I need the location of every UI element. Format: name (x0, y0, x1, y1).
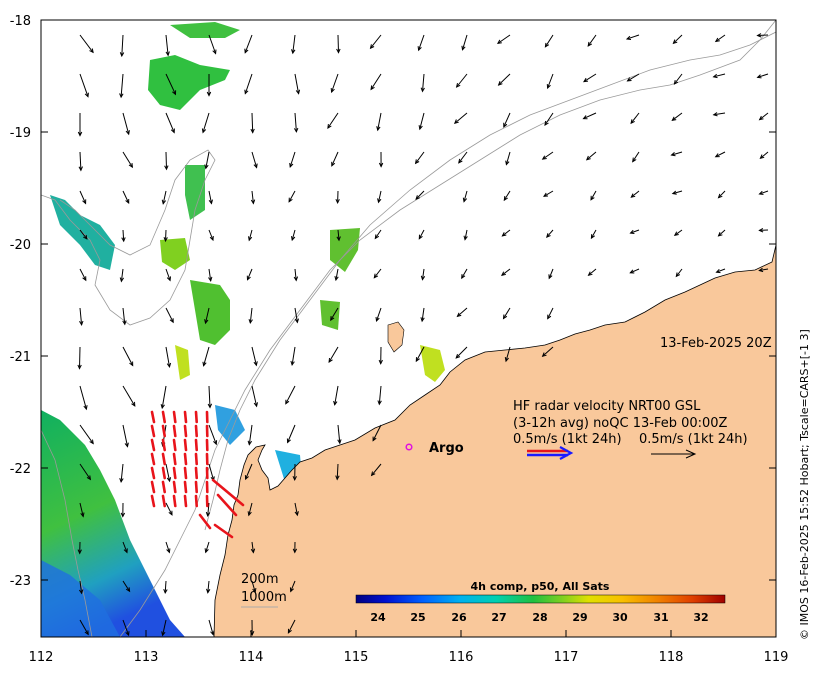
y-tick-label: -21 (10, 350, 31, 365)
radar-vector (196, 482, 197, 492)
radar-vector (163, 426, 165, 436)
radar-vector (185, 412, 186, 422)
radar-vector (163, 482, 165, 492)
x-tick-label: 114 (239, 650, 264, 665)
x-tick-label: 112 (29, 650, 54, 665)
radar-vector (185, 468, 186, 478)
radar-vector (196, 426, 197, 436)
radar-vector (174, 468, 175, 478)
velocity-arrow (338, 35, 339, 53)
radar-vector (174, 454, 175, 464)
colorbar-tick: 30 (612, 611, 628, 624)
colorbar-gradient (356, 595, 725, 603)
radar-vector (185, 440, 186, 450)
depth-label-1000m: 1000m (241, 590, 287, 605)
colorbar-tick: 24 (370, 611, 386, 624)
radar-vector (163, 454, 165, 464)
radar-vector (174, 440, 175, 450)
radar-vector (196, 468, 197, 478)
radar-vector (185, 426, 186, 436)
legend-line-2: (3-12h avg) noQC 13-Feb 00:00Z (513, 416, 728, 431)
velocity-arrow (80, 347, 81, 369)
x-tick-label: 117 (554, 650, 579, 665)
y-tick-label: -20 (10, 238, 31, 253)
radar-vector (196, 454, 197, 464)
colorbar-title: 4h comp, p50, All Sats (471, 580, 610, 593)
timestamp-label: 13-Feb-2025 20Z (660, 336, 772, 351)
colorbar-tick: 25 (410, 611, 425, 624)
radar-vector (196, 496, 197, 506)
y-tick-label: -18 (10, 14, 31, 29)
legend-line-3b: 0.5m/s (1kt 24h) (639, 432, 748, 447)
legend-line-3a: 0.5m/s (1kt 24h) (513, 432, 622, 447)
radar-vector (174, 482, 175, 492)
x-tick-label: 118 (659, 650, 684, 665)
radar-vector (185, 496, 186, 506)
velocity-arrow (252, 113, 253, 133)
radar-vector (196, 412, 197, 422)
radar-vector (185, 454, 186, 464)
radar-vector (185, 482, 186, 492)
radar-vector (174, 426, 175, 436)
velocity-arrow (166, 152, 167, 169)
argo-label: Argo (429, 441, 464, 456)
y-tick-label: -19 (10, 126, 31, 141)
colorbar-tick: 31 (653, 611, 668, 624)
radar-vector (174, 496, 175, 506)
x-tick-label: 119 (764, 650, 789, 665)
colorbar-tick: 28 (532, 611, 547, 624)
colorbar-tick: 32 (693, 611, 708, 624)
colorbar-tick: 29 (572, 611, 587, 624)
radar-vector (163, 440, 165, 450)
colorbar-tick: 27 (491, 611, 506, 624)
colorbar-tick: 26 (451, 611, 467, 624)
depth-label-200m: 200m (241, 572, 278, 587)
radar-vector (163, 412, 165, 422)
x-tick-label: 116 (449, 650, 474, 665)
radar-vector (163, 468, 165, 478)
credit-text: © IMOS 16-Feb-2025 15:52 Hobart; Tscale=… (798, 329, 811, 640)
radar-vector (196, 440, 197, 450)
y-tick-label: -23 (10, 574, 31, 589)
legend-line-1: HF radar velocity NRT00 GSL (513, 399, 701, 414)
radar-vector (174, 412, 175, 422)
x-tick-label: 115 (344, 650, 369, 665)
y-tick-label: -22 (10, 462, 31, 477)
radar-vector (163, 496, 165, 506)
x-tick-label: 113 (134, 650, 159, 665)
